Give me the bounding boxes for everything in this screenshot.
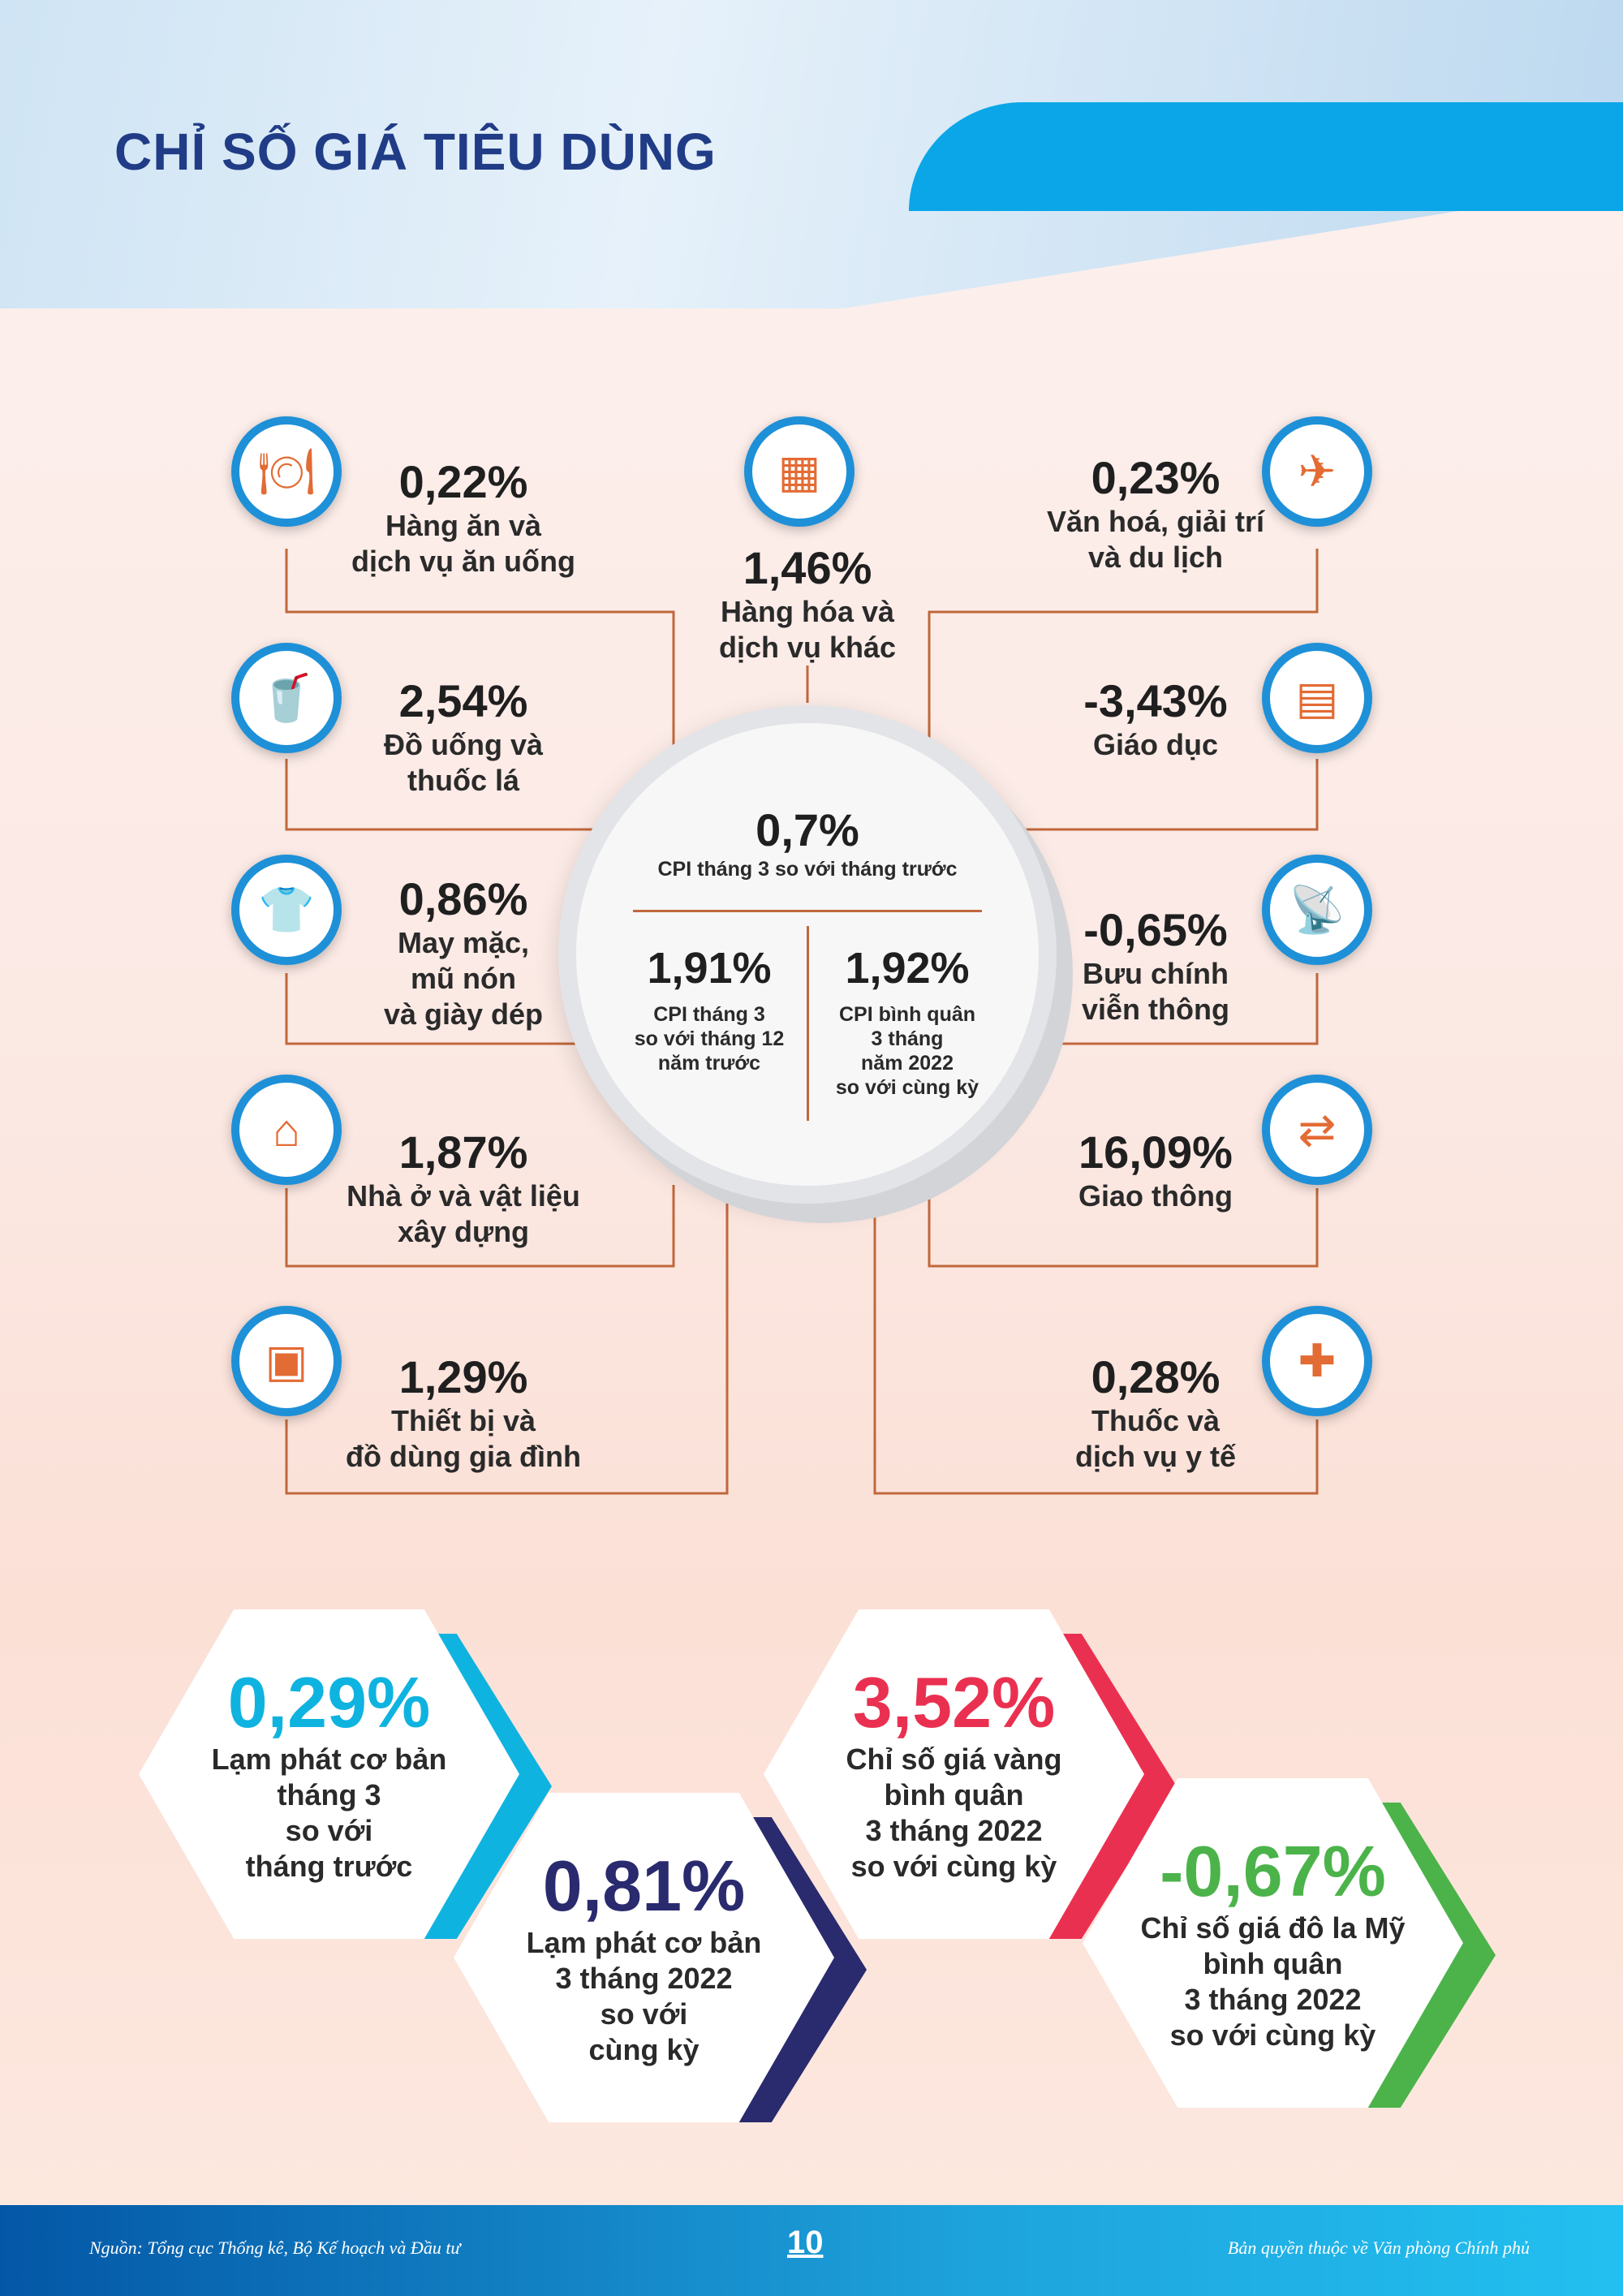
- category-label: Nhà ở và vật liệu xây dựng: [347, 1179, 580, 1248]
- category-label: Đồ uống và thuốc lá: [384, 728, 543, 797]
- category-drinks: 2,54% Đồ uống và thuốc lá: [384, 675, 543, 799]
- category-label: Hàng ăn và dịch vụ ăn uống: [351, 509, 575, 578]
- hex-label: Chỉ số giá đô la Mỹ bình quân 3 tháng 20…: [1140, 1911, 1406, 2052]
- connector-line: [285, 973, 578, 1045]
- category-label: May mặc, mũ nón và giày dép: [383, 926, 544, 1031]
- cpi-center-circle: 0,7% CPI tháng 3 so với tháng trước 1,91…: [558, 705, 1057, 1204]
- category-value: -0,65%: [1083, 904, 1228, 955]
- cpi-label: CPI bình quân 3 tháng năm 2022 so với cù…: [835, 1003, 979, 1099]
- copyright-note: Bản quyền thuộc về Văn phòng Chính phủ: [1227, 2238, 1530, 2258]
- category-value: 1,29%: [398, 1351, 528, 1402]
- hex-card: 0,81% Lạm phát cơ bản 3 tháng 2022 so vớ…: [454, 1793, 834, 2122]
- cpi-main-label: CPI tháng 3 so với tháng trước: [657, 858, 958, 881]
- category-label: Thiết bị và đồ dùng gia đình: [346, 1404, 581, 1473]
- category-value: 2,54%: [398, 675, 528, 726]
- category-value: 0,23%: [1091, 452, 1220, 503]
- food-tray-icon: 🍽: [231, 416, 342, 527]
- category-value: 0,86%: [398, 873, 528, 924]
- category-culture: 0,23% Văn hoá, giải trí và du lịch: [1047, 452, 1264, 575]
- hex-value: -0,67%: [1160, 1831, 1386, 1911]
- gold-price-hex: 3,52% Chỉ số giá vàng bình quân 3 tháng …: [764, 1609, 1177, 1939]
- footer: Nguồn: Tổng cục Thống kê, Bộ Kế hoạch và…: [0, 2205, 1623, 2296]
- satellite-dish-icon: 📡: [1262, 855, 1372, 965]
- category-value: 16,09%: [1078, 1126, 1233, 1178]
- connector-line: [1024, 759, 1319, 831]
- cpi-value: 1,91%: [647, 944, 772, 993]
- hex-value: 0,81%: [542, 1846, 746, 1926]
- hex-card: 3,52% Chỉ số giá vàng bình quân 3 tháng …: [764, 1609, 1144, 1939]
- category-value: -3,43%: [1083, 675, 1228, 726]
- category-label: Giáo dục: [1092, 728, 1219, 761]
- cpi-value: 1,92%: [845, 944, 970, 993]
- hex-card: -0,67% Chỉ số giá đô la Mỹ bình quân 3 t…: [1083, 1778, 1463, 2108]
- house-icon: ⌂: [231, 1075, 342, 1185]
- category-value: 1,87%: [398, 1126, 528, 1178]
- hex-label: Lạm phát cơ bản tháng 3 so với tháng trư…: [211, 1742, 447, 1883]
- cpi-label: CPI tháng 3 so với tháng 12 năm trước: [634, 1003, 785, 1075]
- divider: [807, 926, 809, 1121]
- cpi-average-yoy: 1,92% CPI bình quân 3 tháng năm 2022 so …: [810, 942, 1005, 1100]
- category-label: Bưu chính viễn thông: [1082, 957, 1229, 1026]
- page-title: CHỈ SỐ GIÁ TIÊU DÙNG: [114, 123, 717, 181]
- category-appliances: 1,29% Thiết bị và đồ dùng gia đình: [346, 1351, 581, 1475]
- medical-kit-icon: ✚: [1262, 1306, 1372, 1416]
- category-label: Hàng hóa và dịch vụ khác: [718, 595, 897, 664]
- category-post-telecom: -0,65% Bưu chính viễn thông: [1082, 904, 1229, 1027]
- core-inflation-quarter-hex: 0,81% Lạm phát cơ bản 3 tháng 2022 so vớ…: [454, 1793, 867, 2122]
- connector-line: [873, 1185, 1319, 1495]
- category-housing: 1,87% Nhà ở và vật liệu xây dựng: [347, 1126, 580, 1250]
- page-number: 10: [787, 2225, 824, 2260]
- category-label: Văn hoá, giải trí và du lịch: [1046, 505, 1265, 574]
- boxes-icon: ▦: [744, 416, 855, 527]
- divider: [633, 910, 982, 912]
- category-clothing: 0,86% May mặc, mũ nón và giày dép: [384, 873, 543, 1032]
- connector-line: [285, 1185, 675, 1268]
- connector-line: [285, 759, 601, 831]
- cpi-main-value: 0,7%: [756, 804, 859, 855]
- connector-line: [928, 549, 1319, 828]
- category-other-goods: 1,46% Hàng hóa và dịch vụ khác: [719, 542, 896, 666]
- connector-lines: [285, 549, 1319, 1495]
- category-value: 1,46%: [743, 542, 872, 593]
- core-inflation-month-hex: 0,29% Lạm phát cơ bản tháng 3 so với thá…: [139, 1609, 552, 1939]
- hex-label: Lạm phát cơ bản 3 tháng 2022 so với cùng…: [526, 1926, 762, 2066]
- usd-index-hex: -0,67% Chỉ số giá đô la Mỹ bình quân 3 t…: [1083, 1778, 1496, 2108]
- transport-arrows-icon: ⇄: [1262, 1075, 1372, 1185]
- connector-line: [285, 1185, 729, 1495]
- category-transport: 16,09% Giao thông: [1078, 1126, 1233, 1214]
- hex-card: 0,29% Lạm phát cơ bản tháng 3 so với thá…: [139, 1609, 519, 1939]
- hex-value: 0,29%: [227, 1662, 431, 1742]
- category-value: 0,22%: [398, 456, 528, 507]
- drinks-icon: 🥤: [231, 643, 342, 753]
- connector-line: [928, 1185, 1319, 1268]
- header-blue-band: [909, 102, 1623, 211]
- category-label: Giao thông: [1078, 1179, 1233, 1213]
- appliance-icon: ▣: [231, 1306, 342, 1416]
- category-education: -3,43% Giáo dục: [1083, 675, 1227, 763]
- connector-line: [285, 549, 675, 828]
- hex-label: Chỉ số giá vàng bình quân 3 tháng 2022 s…: [846, 1742, 1062, 1883]
- category-value: 0,28%: [1091, 1351, 1220, 1402]
- category-medical: 0,28% Thuốc và dịch vụ y tế: [1075, 1351, 1236, 1475]
- source-note: Nguồn: Tổng cục Thống kê, Bộ Kế hoạch và…: [89, 2238, 461, 2258]
- category-label: Thuốc và dịch vụ y tế: [1074, 1404, 1237, 1473]
- globe-plane-icon: ✈: [1262, 416, 1372, 527]
- book-icon: ▤: [1262, 643, 1372, 753]
- clothing-tag-icon: 👕: [231, 855, 342, 965]
- connector-line: [1039, 973, 1319, 1045]
- cpi-vs-december: 1,91% CPI tháng 3 so với tháng 12 năm tr…: [612, 942, 807, 1075]
- hex-value: 3,52%: [852, 1662, 1056, 1742]
- category-food: 0,22% Hàng ăn và dịch vụ ăn uống: [351, 456, 575, 579]
- cpi-main: 0,7% CPI tháng 3 so với tháng trước: [576, 804, 1039, 882]
